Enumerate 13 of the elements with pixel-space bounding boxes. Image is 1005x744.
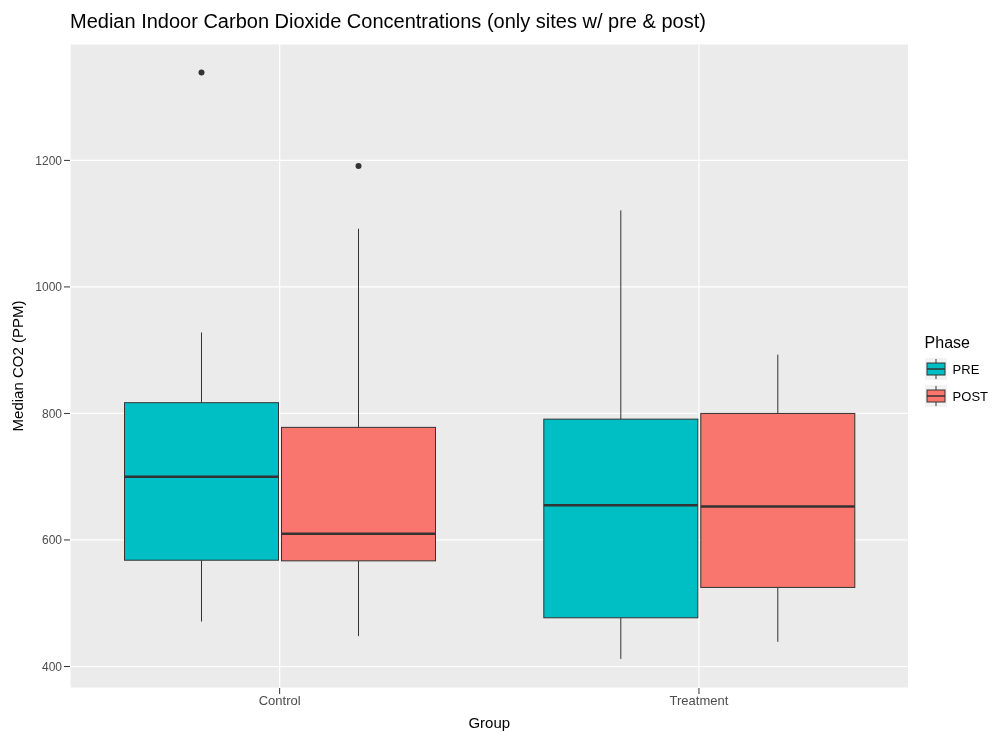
y-tick-label: 1000 bbox=[35, 280, 63, 295]
legend-title: Phase bbox=[924, 334, 971, 352]
legend-label: PRE bbox=[952, 361, 980, 377]
y-tick-label: 400 bbox=[41, 659, 63, 674]
y-tick-label: 1200 bbox=[35, 153, 63, 168]
chart-title: Median Indoor Carbon Dioxide Concentrations (only sites w/ pre & post) bbox=[70, 10, 706, 33]
x-tick-label: Treatment bbox=[669, 693, 729, 709]
y-axis-title: Median CO2 (PPM) bbox=[9, 300, 27, 432]
x-tick-label: Control bbox=[258, 693, 301, 709]
y-tick-label: 800 bbox=[41, 406, 63, 421]
legend-label: POST bbox=[952, 388, 988, 404]
x-axis-title: Group bbox=[468, 714, 511, 731]
y-tick-label: 600 bbox=[41, 533, 63, 548]
